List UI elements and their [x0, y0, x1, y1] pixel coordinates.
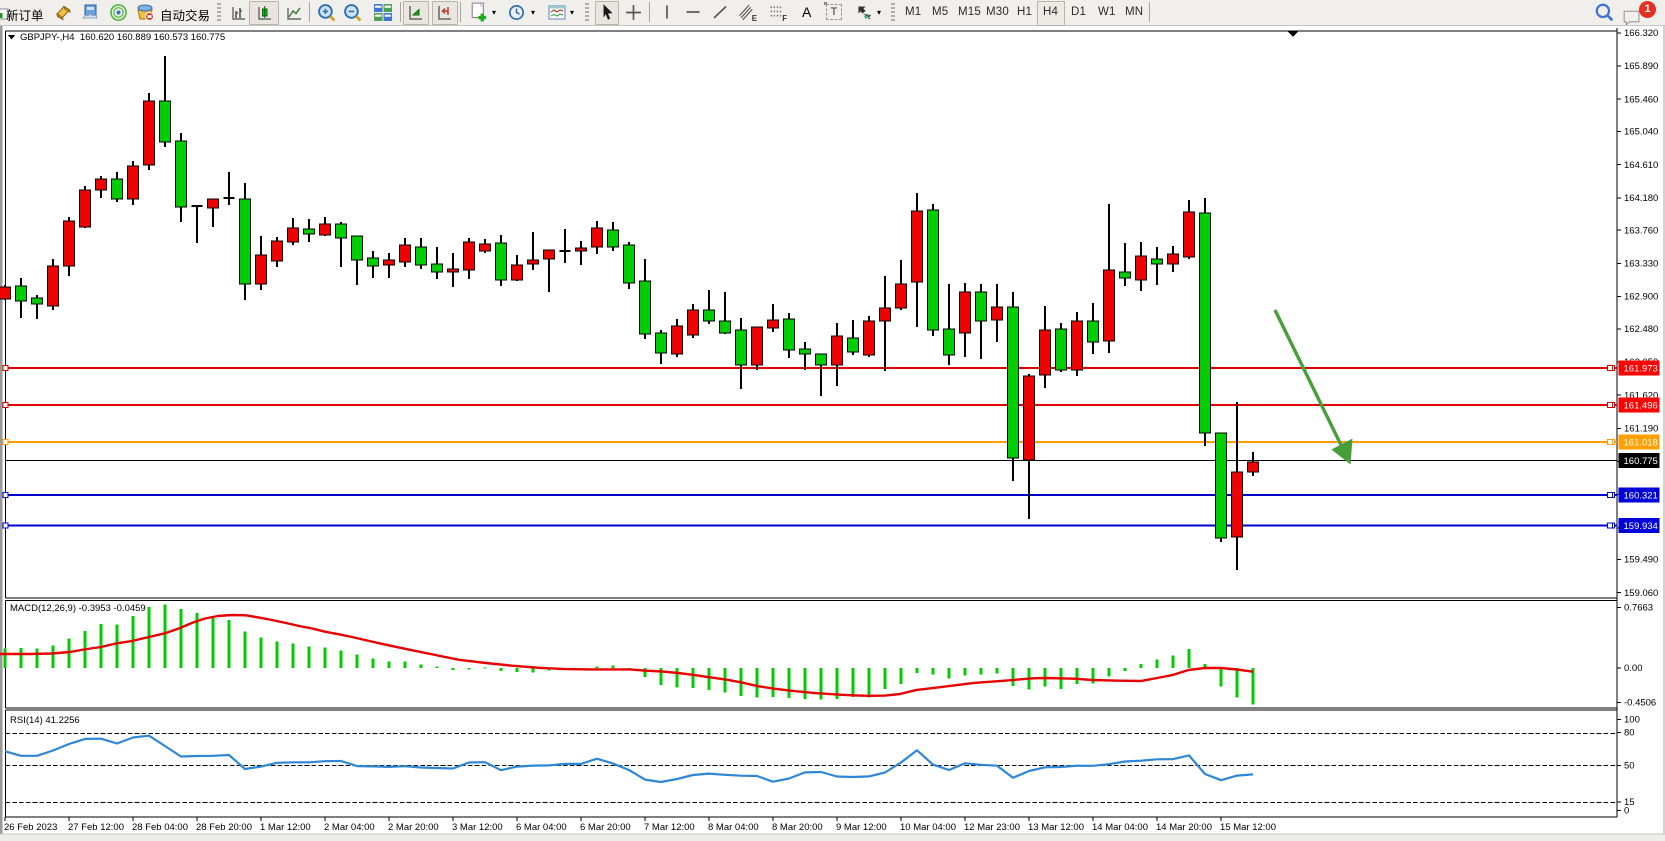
svg-text:27 Feb 12:00: 27 Feb 12:00: [68, 822, 124, 833]
svg-text:161.190: 161.190: [1624, 424, 1658, 435]
svg-text:161.018: 161.018: [1624, 437, 1658, 448]
svg-text:0.00: 0.00: [1624, 663, 1643, 674]
svg-text:159.490: 159.490: [1624, 555, 1658, 566]
svg-text:162.480: 162.480: [1624, 324, 1658, 335]
svg-text:-0.4506: -0.4506: [1624, 698, 1656, 709]
svg-text:50: 50: [1624, 761, 1635, 772]
svg-text:15 Mar 12:00: 15 Mar 12:00: [1220, 822, 1276, 833]
svg-text:8 Mar 04:00: 8 Mar 04:00: [708, 822, 759, 833]
svg-text:3 Mar 12:00: 3 Mar 12:00: [452, 822, 503, 833]
svg-text:13 Mar 12:00: 13 Mar 12:00: [1028, 822, 1084, 833]
svg-text:80: 80: [1624, 728, 1635, 739]
svg-text:159.934: 159.934: [1624, 521, 1658, 532]
svg-text:14 Mar 20:00: 14 Mar 20:00: [1156, 822, 1212, 833]
svg-text:2 Mar 20:00: 2 Mar 20:00: [388, 822, 439, 833]
svg-text:100: 100: [1624, 715, 1640, 726]
svg-text:15: 15: [1624, 797, 1635, 808]
svg-text:F: F: [782, 14, 787, 22]
svg-text:2 Mar 04:00: 2 Mar 04:00: [324, 822, 375, 833]
svg-text:164.180: 164.180: [1624, 193, 1658, 204]
svg-text:8 Mar 20:00: 8 Mar 20:00: [772, 822, 823, 833]
svg-text:0.7663: 0.7663: [1624, 603, 1653, 614]
svg-text:0: 0: [1624, 806, 1629, 817]
svg-text:162.900: 162.900: [1624, 292, 1658, 303]
svg-text:159.060: 159.060: [1624, 588, 1658, 599]
svg-text:160.321: 160.321: [1624, 490, 1658, 501]
svg-text:7 Mar 12:00: 7 Mar 12:00: [644, 822, 695, 833]
svg-text:26 Feb 2023: 26 Feb 2023: [4, 822, 57, 833]
svg-text:10 Mar 04:00: 10 Mar 04:00: [900, 822, 956, 833]
svg-text:165.040: 165.040: [1624, 127, 1658, 138]
svg-text:165.890: 165.890: [1624, 61, 1658, 72]
svg-text:9 Mar 12:00: 9 Mar 12:00: [836, 822, 887, 833]
svg-text:MACD(12,26,9) -0.3953 -0.0459: MACD(12,26,9) -0.3953 -0.0459: [10, 603, 146, 614]
svg-text:6 Mar 20:00: 6 Mar 20:00: [580, 822, 631, 833]
svg-text:1 Mar 12:00: 1 Mar 12:00: [260, 822, 311, 833]
svg-text:165.460: 165.460: [1624, 94, 1658, 105]
svg-text:161.496: 161.496: [1624, 400, 1658, 411]
svg-text:12 Mar 23:00: 12 Mar 23:00: [964, 822, 1020, 833]
svg-text:E: E: [752, 14, 757, 22]
svg-text:166.320: 166.320: [1624, 28, 1658, 39]
svg-text:163.330: 163.330: [1624, 259, 1658, 270]
svg-text:161.620: 161.620: [1624, 390, 1658, 401]
svg-text:14 Mar 04:00: 14 Mar 04:00: [1092, 822, 1148, 833]
svg-text:6 Mar 04:00: 6 Mar 04:00: [516, 822, 567, 833]
svg-text:28 Feb 20:00: 28 Feb 20:00: [196, 822, 252, 833]
svg-text:28 Feb 04:00: 28 Feb 04:00: [132, 822, 188, 833]
svg-text:161.973: 161.973: [1624, 363, 1658, 374]
svg-text:GBPJPY-,H4 160.620 160.889 16: GBPJPY-,H4 160.620 160.889 160.573 160.7…: [20, 32, 225, 43]
svg-text:160.775: 160.775: [1624, 456, 1658, 467]
svg-text:RSI(14) 41.2256: RSI(14) 41.2256: [10, 715, 80, 726]
svg-text:163.760: 163.760: [1624, 225, 1658, 236]
svg-text:164.610: 164.610: [1624, 160, 1658, 171]
